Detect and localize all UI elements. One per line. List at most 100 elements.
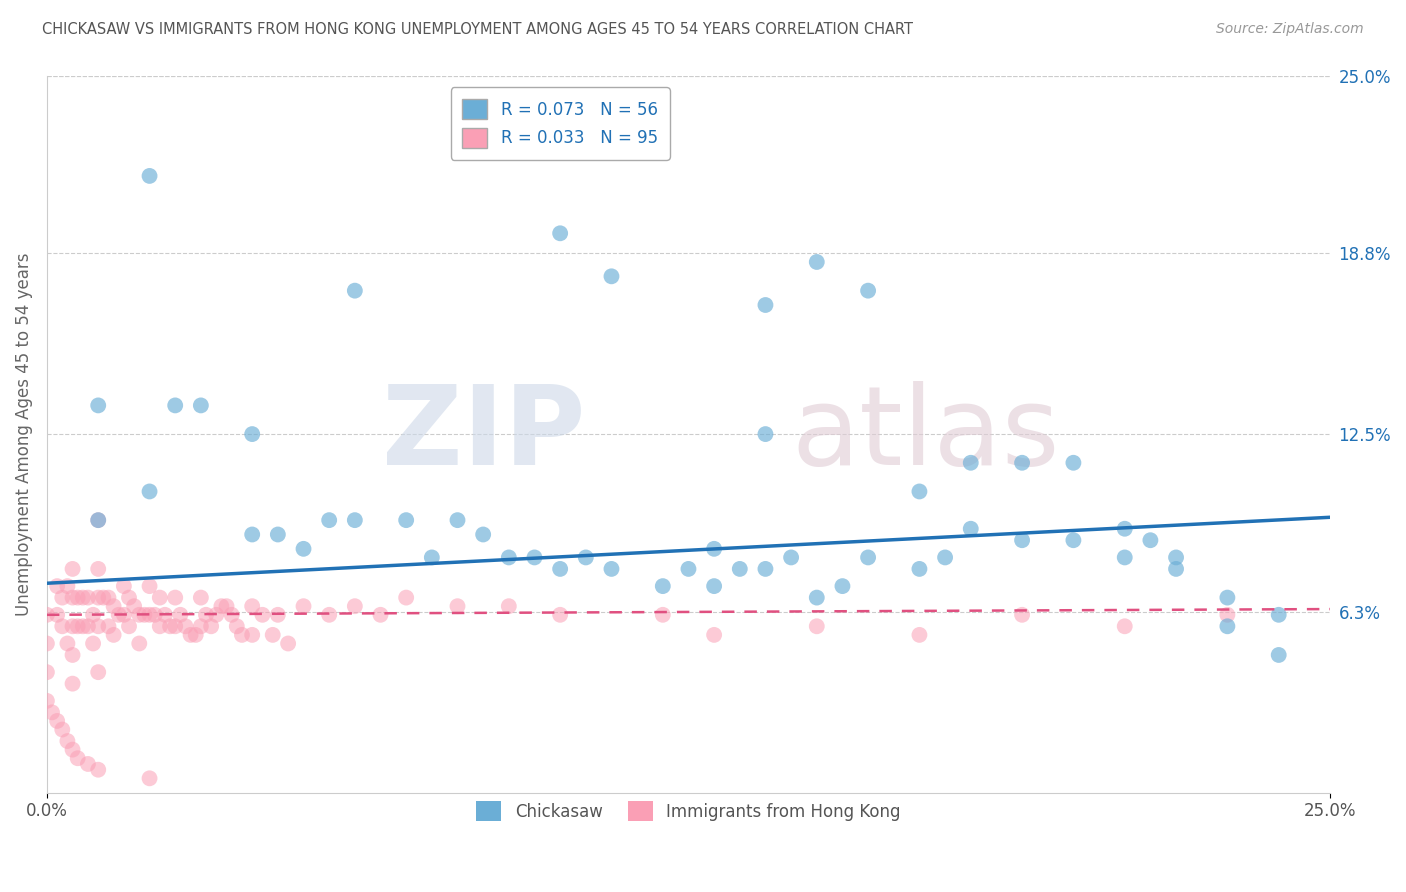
Point: [66, 619, 89, 633]
Point: [174, 619, 197, 633]
Point: [548, 607, 571, 622]
Point: [292, 541, 315, 556]
Point: [728, 562, 751, 576]
Point: [806, 619, 828, 633]
Point: [754, 427, 776, 442]
Point: [262, 628, 284, 642]
Point: [62, 742, 84, 756]
Point: [1114, 522, 1136, 536]
Point: [908, 484, 931, 499]
Point: [548, 227, 571, 241]
Point: [46, 714, 69, 728]
Point: [856, 284, 879, 298]
Point: [959, 522, 981, 536]
Point: [82, 607, 104, 622]
Point: [215, 599, 238, 614]
Point: [62, 591, 84, 605]
Point: [87, 398, 110, 412]
Point: [1164, 550, 1187, 565]
Point: [128, 636, 150, 650]
Point: [1114, 550, 1136, 565]
Point: [77, 619, 100, 633]
Point: [62, 562, 84, 576]
Point: [82, 636, 104, 650]
Point: [62, 619, 84, 633]
Point: [703, 579, 725, 593]
Point: [209, 599, 232, 614]
Point: [195, 607, 218, 622]
Point: [66, 751, 89, 765]
Point: [56, 579, 79, 593]
Point: [153, 607, 176, 622]
Point: [318, 607, 340, 622]
Point: [118, 619, 141, 633]
Point: [112, 607, 135, 622]
Point: [908, 562, 931, 576]
Point: [908, 628, 931, 642]
Point: [35, 607, 58, 622]
Point: [1216, 607, 1239, 622]
Point: [103, 599, 125, 614]
Point: [205, 607, 228, 622]
Point: [959, 456, 981, 470]
Point: [149, 619, 172, 633]
Point: [1011, 533, 1033, 548]
Point: [252, 607, 274, 622]
Point: [292, 599, 315, 614]
Point: [97, 591, 120, 605]
Point: [128, 607, 150, 622]
Point: [651, 607, 673, 622]
Point: [1164, 562, 1187, 576]
Point: [87, 562, 110, 576]
Point: [370, 607, 392, 622]
Point: [1011, 456, 1033, 470]
Point: [180, 628, 202, 642]
Point: [51, 619, 73, 633]
Point: [190, 398, 212, 412]
Point: [165, 591, 187, 605]
Point: [87, 591, 110, 605]
Point: [575, 550, 598, 565]
Point: [169, 607, 191, 622]
Point: [231, 628, 253, 642]
Point: [190, 591, 212, 605]
Point: [122, 599, 145, 614]
Point: [703, 628, 725, 642]
Point: [548, 562, 571, 576]
Point: [138, 484, 160, 499]
Point: [1216, 591, 1239, 605]
Point: [56, 734, 79, 748]
Point: [35, 636, 58, 650]
Point: [240, 527, 263, 541]
Point: [97, 619, 120, 633]
Point: [1062, 533, 1084, 548]
Point: [1267, 648, 1289, 662]
Point: [46, 607, 69, 622]
Point: [1011, 607, 1033, 622]
Point: [806, 591, 828, 605]
Point: [267, 607, 290, 622]
Point: [87, 513, 110, 527]
Point: [134, 607, 156, 622]
Point: [831, 579, 853, 593]
Point: [318, 513, 340, 527]
Point: [523, 550, 546, 565]
Point: [934, 550, 956, 565]
Point: [87, 665, 110, 680]
Point: [395, 591, 418, 605]
Point: [77, 756, 100, 771]
Legend: Chickasaw, Immigrants from Hong Kong: Chickasaw, Immigrants from Hong Kong: [463, 788, 914, 835]
Point: [221, 607, 243, 622]
Point: [159, 619, 181, 633]
Point: [225, 619, 247, 633]
Point: [51, 723, 73, 737]
Point: [600, 562, 623, 576]
Point: [143, 607, 166, 622]
Y-axis label: Unemployment Among Ages 45 to 54 years: Unemployment Among Ages 45 to 54 years: [15, 252, 32, 615]
Point: [93, 591, 115, 605]
Point: [446, 599, 468, 614]
Point: [87, 619, 110, 633]
Point: [165, 619, 187, 633]
Point: [107, 607, 129, 622]
Point: [754, 298, 776, 312]
